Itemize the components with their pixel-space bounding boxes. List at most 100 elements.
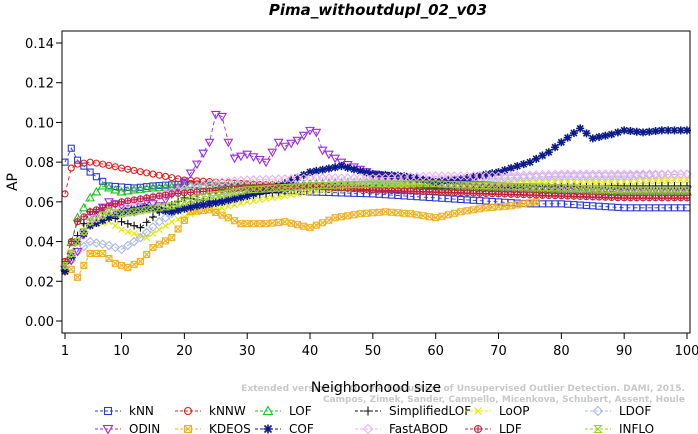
data-point-lof — [122, 185, 133, 195]
data-point-loop — [137, 232, 144, 240]
data-point-ldf — [450, 188, 459, 197]
data-point-kdeos — [149, 243, 157, 252]
data-point-cof — [61, 267, 69, 276]
data-point-cof — [161, 206, 170, 215]
data-point-fastabod — [97, 210, 108, 220]
data-point-inflo — [600, 185, 610, 193]
data-point-inflo — [142, 206, 152, 214]
data-point-cof — [306, 168, 315, 177]
data-point-kdeos — [124, 263, 132, 271]
data-point-loop — [268, 194, 276, 202]
data-point-inflo — [431, 180, 441, 188]
data-point-cof — [381, 170, 390, 179]
data-point-ldf — [193, 188, 201, 196]
data-point-cof — [626, 127, 635, 136]
data-point-inflo — [406, 180, 415, 188]
data-point-lof — [129, 184, 140, 194]
data-point-cof — [513, 162, 522, 171]
data-point-kdeos — [161, 237, 170, 245]
data-point-knn — [61, 158, 69, 166]
legend-marker — [473, 424, 483, 434]
series-cof — [61, 124, 691, 276]
data-point-cof — [620, 126, 629, 135]
data-point-kdeos — [155, 240, 163, 248]
data-point-inflo — [682, 186, 692, 194]
data-point-inflo — [110, 209, 120, 217]
data-point-inflo — [211, 191, 221, 199]
data-point-inflo — [644, 186, 654, 194]
data-point-fastabod — [569, 169, 579, 179]
data-point-loop — [237, 199, 245, 207]
data-point-cof — [186, 203, 195, 212]
data-point-cof — [293, 173, 302, 182]
data-point-cof — [350, 165, 359, 174]
data-point-inflo — [205, 192, 214, 200]
y-axis: 0.00 0.02 0.04 0.06 0.08 0.10 0.12 0.14 — [25, 37, 62, 330]
x-tick-label: 30 — [239, 344, 256, 359]
data-point-ldf — [551, 192, 559, 200]
data-point-odin — [185, 169, 196, 179]
data-point-inflo — [575, 185, 585, 193]
data-point-odin — [210, 110, 221, 120]
data-point-inflo — [638, 186, 648, 194]
data-point-ldf — [595, 193, 603, 201]
data-point-loop — [620, 178, 628, 186]
data-point-cof — [645, 127, 654, 136]
data-point-loop — [218, 204, 226, 212]
data-point-fastabod — [657, 169, 667, 179]
data-point-loop — [658, 177, 666, 185]
data-point-inflo — [98, 211, 108, 219]
data-point-loop — [671, 177, 678, 184]
data-point-inflo — [462, 181, 472, 189]
data-point-cof — [632, 127, 641, 136]
data-point-inflo — [494, 182, 503, 190]
data-point-inflo — [224, 189, 233, 197]
data-point-odin — [305, 126, 315, 136]
data-point-cof — [230, 194, 239, 203]
x-tick-label: 90 — [616, 344, 633, 359]
data-point-odin — [311, 128, 322, 138]
data-point-cof — [557, 138, 566, 147]
legend-label: LDOF — [619, 404, 651, 418]
data-point-ldof — [104, 240, 114, 251]
data-point-kdeos — [218, 211, 226, 219]
data-point-cof — [136, 204, 145, 213]
data-point-inflo — [374, 180, 384, 188]
data-point-cof — [481, 170, 490, 179]
legend-label: kNNW — [209, 404, 246, 418]
data-point-kdeos — [293, 221, 302, 229]
legend-item-lof: LOF — [255, 404, 312, 418]
data-point-fastabod — [575, 169, 585, 179]
data-point-lof — [110, 184, 121, 194]
data-point-ldf — [67, 238, 75, 246]
data-point-ldof — [129, 236, 139, 247]
data-point-loop — [589, 178, 597, 186]
legend: kNN kNNW LOF SimplifiedLOF LoOP LDOF ODIN KDEOS… — [95, 404, 654, 434]
legend-item-fastabod: FastABOD — [355, 422, 448, 434]
legend-marker — [183, 406, 193, 416]
data-point-loop — [677, 176, 685, 184]
data-point-ldf — [507, 190, 515, 198]
data-point-cof — [683, 126, 691, 135]
data-point-kdeos — [325, 216, 333, 224]
data-point-inflo — [418, 180, 428, 188]
data-point-inflo — [167, 202, 177, 210]
data-point-ldf — [105, 202, 113, 210]
data-point-cof — [412, 174, 421, 183]
data-point-ldof — [97, 239, 108, 249]
data-point-loop — [294, 190, 301, 198]
data-point-ldf — [111, 200, 119, 208]
data-point-inflo — [626, 186, 635, 194]
data-point-ldof — [141, 227, 152, 238]
data-point-inflo — [381, 180, 390, 188]
data-point-ldf — [677, 194, 685, 202]
data-point-lof — [135, 184, 146, 193]
data-point-loop — [564, 178, 572, 186]
data-point-cof — [670, 126, 679, 135]
data-point-fastabod — [456, 171, 466, 181]
data-point-ldf — [80, 213, 88, 221]
data-point-loop — [224, 202, 232, 210]
data-point-fastabod — [650, 169, 661, 179]
data-point-inflo — [280, 184, 290, 192]
y-tick-label: 0.12 — [25, 77, 54, 92]
